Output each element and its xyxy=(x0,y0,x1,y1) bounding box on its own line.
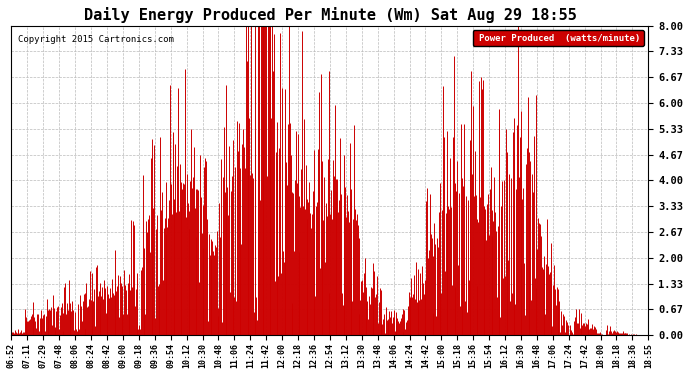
Text: Copyright 2015 Cartronics.com: Copyright 2015 Cartronics.com xyxy=(18,35,174,44)
Title: Daily Energy Produced Per Minute (Wm) Sat Aug 29 18:55: Daily Energy Produced Per Minute (Wm) Sa… xyxy=(83,7,576,23)
Legend: Power Produced  (watts/minute): Power Produced (watts/minute) xyxy=(473,30,644,46)
